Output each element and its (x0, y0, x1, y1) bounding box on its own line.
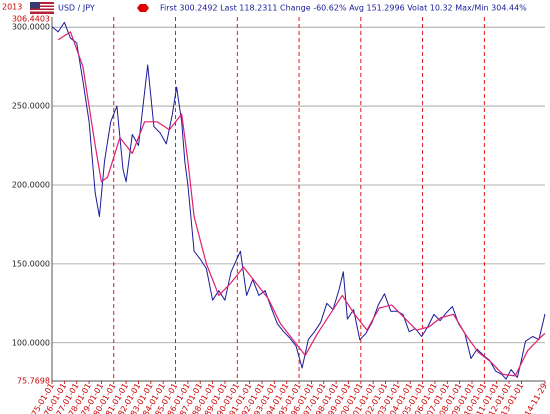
y-tick-label: 250.0000 (12, 102, 50, 111)
marker-icon (137, 4, 149, 12)
series-line (57, 31, 546, 377)
corner-label: 2013 (2, 3, 22, 12)
stats-text: First 300.2492 Last 118.2311 Change -60.… (160, 4, 527, 13)
y-tick-label: 150.0000 (12, 259, 50, 268)
y-max-label: 306.4403 (12, 15, 50, 24)
y-tick-label: 100.0000 (12, 338, 50, 347)
y-tick-label: 300.0000 (12, 23, 50, 32)
series-line (51, 21, 546, 380)
chart-title: USD / JPY (58, 4, 95, 13)
y-min-label: 75.7698 (17, 377, 50, 386)
y-tick-label: 200.0000 (12, 180, 50, 189)
flag (30, 2, 54, 14)
